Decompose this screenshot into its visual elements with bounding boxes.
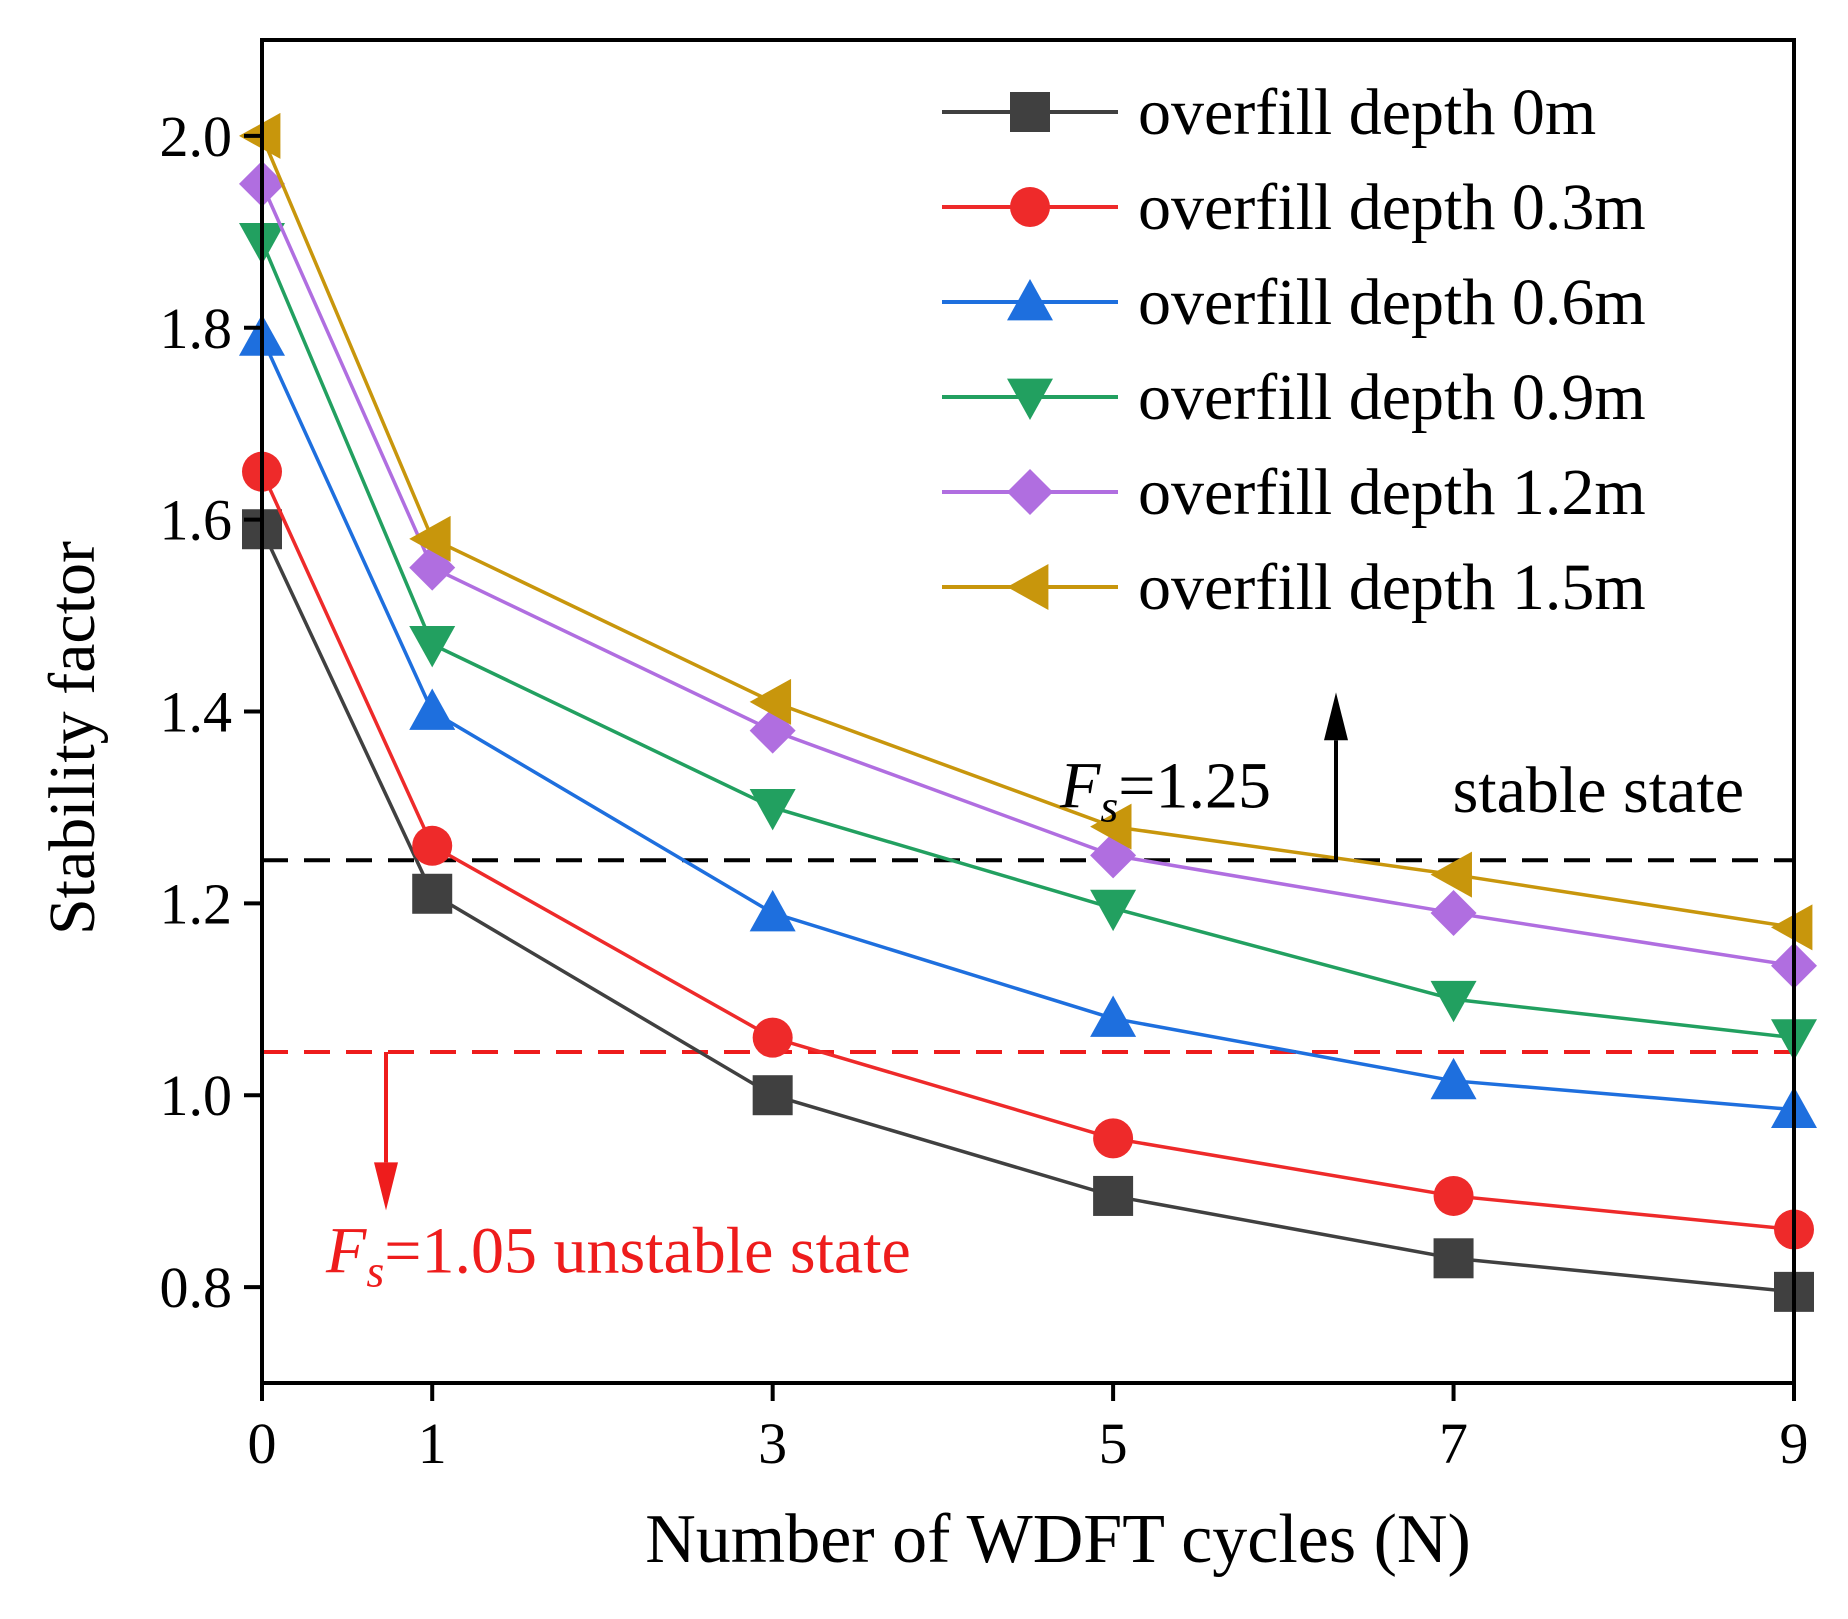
data-point [1090, 995, 1137, 1037]
series-4 [239, 160, 1817, 989]
legend-label: overfill depth 0.6m [1138, 266, 1646, 339]
y-axis-label: Stability factor [36, 541, 109, 935]
data-point [1430, 1057, 1477, 1100]
legend-label: overfill depth 0.3m [1138, 171, 1646, 244]
legend-label: overfill depth 1.5m [1138, 551, 1646, 624]
series-3 [239, 223, 1817, 1061]
series-line [260, 183, 1795, 968]
x-tick-label: 0 [248, 1411, 277, 1476]
x-tick-label: 7 [1439, 1411, 1468, 1476]
data-point [1433, 1238, 1474, 1279]
legend-marker [1007, 469, 1053, 515]
y-tick-label: 1.2 [160, 871, 233, 936]
series-line [260, 528, 1795, 1294]
data-point [412, 825, 453, 866]
y-tick-label: 0.8 [160, 1255, 233, 1320]
data-point [1090, 803, 1132, 850]
data-point [1090, 889, 1137, 932]
legend: overfill depth 0m overfill depth 0.3m over… [942, 76, 1646, 624]
series-line [260, 240, 1795, 1040]
fs-1-05-label: Fs=1.05 unstable state [325, 1215, 911, 1297]
y-tick-label: 1.6 [160, 488, 233, 553]
data-point [752, 1075, 793, 1116]
series-line [260, 336, 1795, 1112]
unstable-arrow-head [374, 1162, 398, 1211]
legend-marker [1007, 564, 1049, 610]
x-tick-label: 5 [1099, 1411, 1128, 1476]
stable-arrow-head [1324, 692, 1348, 741]
data-point [749, 889, 796, 932]
y-tick-label: 1.4 [160, 680, 233, 745]
legend-label: overfill depth 1.2m [1138, 456, 1646, 529]
data-point [752, 1017, 793, 1058]
data-point [1430, 889, 1477, 936]
data-point [409, 688, 456, 730]
data-point [749, 678, 792, 725]
x-tick-label: 9 [1780, 1411, 1809, 1476]
data-point [409, 625, 456, 668]
y-tick-label: 1.0 [160, 1063, 233, 1128]
legend-label: overfill depth 0m [1138, 76, 1596, 149]
stable-state-label: stable state [1453, 754, 1744, 827]
x-tick-label: 1 [418, 1411, 447, 1476]
data-point [1430, 980, 1477, 1023]
legend-marker [1010, 187, 1050, 227]
x-tick-label: 3 [758, 1411, 787, 1476]
legend-marker [1007, 279, 1053, 321]
fs-1-25-label: Fs=1.25 [1059, 749, 1271, 831]
x-axis-label: Number of WDFT cycles (N) [645, 1501, 1471, 1578]
data-point [1430, 851, 1472, 898]
legend-label: overfill depth 0.9m [1138, 361, 1646, 434]
series-line [260, 135, 1795, 930]
legend-marker [1007, 378, 1053, 420]
y-tick-label: 1.8 [160, 296, 233, 361]
legend-marker [1010, 92, 1050, 132]
data-point [409, 515, 451, 562]
data-point [749, 789, 796, 831]
data-point [1771, 904, 1813, 951]
y-tick-label: 2.0 [160, 104, 233, 169]
data-point [1093, 1118, 1134, 1159]
data-point [1433, 1175, 1474, 1216]
data-point [1093, 1175, 1134, 1216]
series-line [260, 470, 1795, 1232]
data-point [412, 873, 453, 914]
